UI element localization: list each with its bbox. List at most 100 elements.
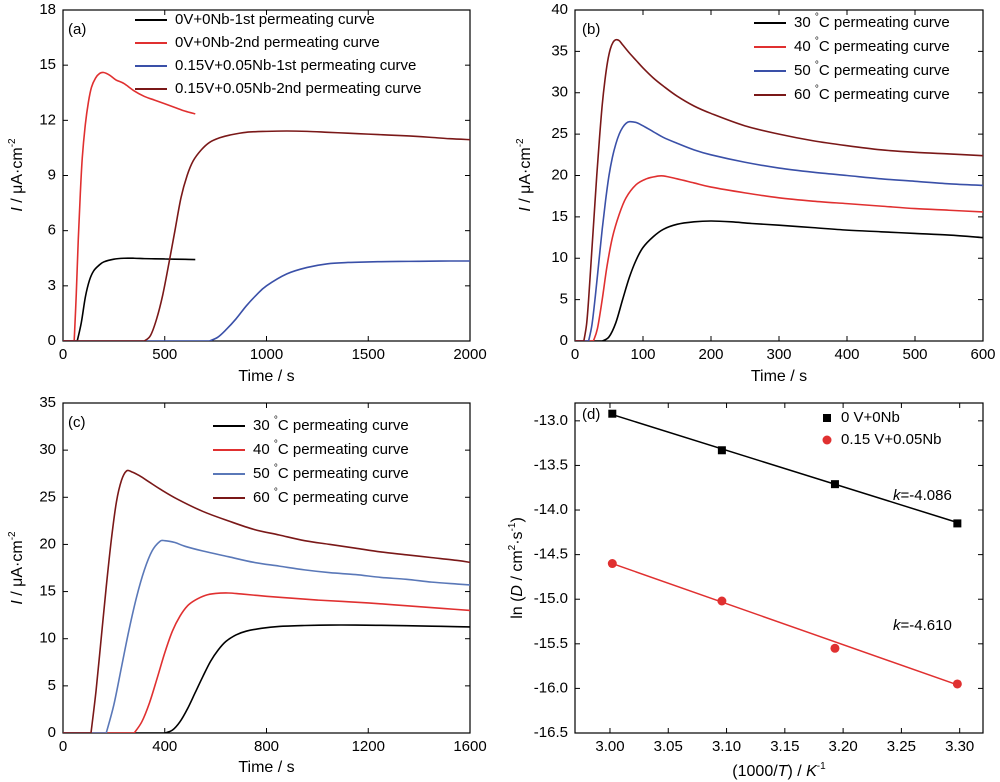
x-tick-label: 500 [152,346,177,363]
panel-label: (b) [582,21,600,38]
y-tick-label: -14.5 [534,546,568,563]
panel-c: 0 400 800 1200 1600 0 5 10 15 20 25 30 35 (c) Time / s… [7,394,487,776]
panel-label: (a) [68,21,86,38]
y-axis-label: I / μA·cm-2 [7,531,26,605]
y-tick-label: 30 [551,84,568,101]
y-axis-label: I / μA·cm-2 [7,138,26,212]
x-tick-label: 1500 [352,346,385,363]
plot-area [63,71,470,341]
x-tick-label: 800 [254,738,279,755]
y-tick-label: 25 [551,125,568,142]
plot-area [575,38,983,341]
y-tick-label: 15 [39,583,56,600]
x-tick-label: 0 [59,346,67,363]
x-tick-label: 3.25 [887,738,916,755]
x-tick-label: 0 [59,738,67,755]
x-axis-label: Time / s [751,368,807,385]
series-4-line [63,130,470,341]
legend-entry: 0.15 V+0.05Nb [841,431,942,448]
series-1-line [63,624,470,733]
legend-entry: 0V+0Nb-2nd permeating curve [175,34,380,51]
panel-label: (d) [582,406,600,423]
y-tick-label: -13.0 [534,412,568,429]
y-tick-label: 0 [48,724,56,741]
legend-marker [822,435,832,445]
x-tick-label: 100 [630,346,655,363]
y-tick-label: 15 [551,208,568,225]
series-1-fit-line [612,413,958,524]
legend: 0V+0Nb-1st permeating curve 0V+0Nb-2nd pe… [135,11,421,97]
y-tick-label: -15.5 [534,635,568,652]
y-tick-label: 25 [39,488,56,505]
series-2-line [63,71,196,341]
y-tick-label: 12 [39,111,56,128]
series-2-line [63,592,470,733]
x-tick-label: 300 [766,346,791,363]
series-3-line [63,260,470,341]
y-tick-labels: 0 3 6 9 12 15 18 [39,1,56,349]
y-tick-label: -16.0 [534,679,568,696]
y-tick-label: 6 [48,222,56,239]
series-1-point [953,519,962,528]
legend-marker [823,414,831,422]
y-tick-label: 5 [560,291,568,308]
x-tick-label: 1200 [352,738,385,755]
y-tick-label: 9 [48,166,56,183]
plot-frame [574,402,984,734]
x-axis-label: Time / s [238,759,294,776]
series-3-line [575,120,983,341]
legend-entry: 40 °C permeating curve [794,36,950,55]
y-tick-label: -15.0 [534,590,568,607]
panel-label: (c) [68,414,86,431]
y-tick-label: -16.5 [534,724,568,741]
x-axis-label: Time / s [238,368,294,385]
series-4-line [575,38,983,341]
x-tick-label: 3.30 [945,738,974,755]
series-1-point [830,480,839,489]
series-2-fit-line [612,562,958,686]
x-tick-labels: 3.00 3.05 3.10 3.15 3.20 3.25 3.30 [595,738,974,755]
x-tick-label: 0 [571,346,579,363]
legend-entry: 50 °C permeating curve [794,60,950,79]
legend-entry: 60 °C permeating curve [794,84,950,103]
x-tick-label: 3.20 [829,738,858,755]
x-tick-labels: 0 100 200 300 400 500 600 [571,346,996,363]
x-tick-labels: 0 500 1000 1500 2000 [59,346,487,363]
x-axis-label: (1000/T) / K-1 [732,761,826,780]
y-tick-label: 30 [39,441,56,458]
x-tick-labels: 0 400 800 1200 1600 [59,738,487,755]
y-tick-label: 10 [39,630,56,647]
x-tick-label: 400 [834,346,859,363]
legend-entry: 0.15V+0.05Nb-2nd permeating curve [175,80,421,97]
legend-entry: 0V+0Nb-1st permeating curve [175,11,375,28]
legend-entry: 0.15V+0.05Nb-1st permeating curve [175,57,416,74]
y-tick-label: 0 [48,332,56,349]
y-tick-labels: -13.0 -13.5 -14.0 -14.5 -15.0 -15.5 -16.0 -16.5 [534,412,568,741]
series-2-point [830,643,840,653]
plot-area [607,409,962,689]
legend-entry: 0 V+0Nb [841,409,900,426]
x-tick-label: 3.00 [595,738,624,755]
y-tick-label: 35 [551,42,568,59]
panel-b: 0 100 200 300 400 500 600 0 5 10 15 20 25 30 35 40 (b) Ti… [515,1,996,385]
y-tick-label: 35 [39,394,56,411]
x-tick-label: 3.10 [712,738,741,755]
series-2-point [607,559,617,569]
slope-annotation: k=-4.610 [893,617,952,634]
y-tick-label: 18 [39,1,56,18]
x-tick-label: 400 [152,738,177,755]
legend-entry: 50 °C permeating curve [253,463,409,482]
legend: 0 V+0Nb 0.15 V+0.05Nb [822,409,942,448]
x-tick-label: 3.15 [770,738,799,755]
legend-entry: 30 °C permeating curve [253,415,409,434]
y-tick-label: 40 [551,1,568,18]
legend: 30 °C permeating curve 40 °C permeating c… [754,12,950,103]
y-tick-label: 5 [48,677,56,694]
x-tick-label: 1600 [453,738,486,755]
x-tick-label: 600 [970,346,995,363]
y-tick-label: 3 [48,277,56,294]
x-tick-label: 200 [698,346,723,363]
y-tick-labels: 0 5 10 15 20 25 30 35 40 [551,1,568,349]
series-2-line [575,174,983,341]
